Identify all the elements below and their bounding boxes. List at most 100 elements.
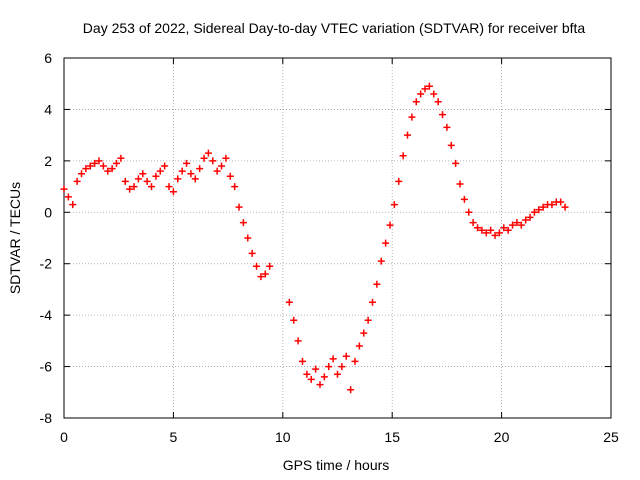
y-tick-label: -4 <box>40 307 53 323</box>
axis-ticks <box>63 57 612 419</box>
data-point <box>456 180 464 188</box>
data-points <box>60 82 569 394</box>
data-point <box>530 208 538 216</box>
data-point <box>412 98 420 106</box>
data-point <box>399 152 407 160</box>
data-point <box>355 342 363 350</box>
data-point <box>504 226 512 234</box>
data-point <box>522 216 530 224</box>
data-point <box>312 365 320 373</box>
data-point <box>382 239 390 247</box>
data-point <box>439 111 447 119</box>
x-axis-label: GPS time / hours <box>283 457 390 473</box>
data-point <box>500 224 508 232</box>
data-point <box>561 203 569 211</box>
data-point <box>143 177 151 185</box>
data-point <box>266 262 274 270</box>
x-tick-label: 0 <box>60 429 68 445</box>
data-point <box>82 165 90 173</box>
data-point <box>134 175 142 183</box>
data-point <box>334 370 341 378</box>
data-point <box>452 159 460 167</box>
data-point <box>316 381 324 389</box>
data-point <box>430 90 438 98</box>
y-tick-labels: -8 -6 -4 -2 0 2 4 6 <box>40 50 53 426</box>
data-point <box>253 262 261 270</box>
data-point <box>174 175 182 183</box>
x-tick-label: 20 <box>494 429 510 445</box>
data-point <box>130 183 138 191</box>
data-point <box>178 167 186 175</box>
data-point <box>99 162 107 170</box>
data-point <box>187 170 195 178</box>
data-point <box>104 167 112 175</box>
data-point <box>121 177 129 185</box>
data-point <box>408 113 416 121</box>
y-tick-label: 6 <box>44 50 52 66</box>
data-point <box>95 157 103 165</box>
data-point <box>320 373 328 381</box>
grid-lines <box>64 58 611 418</box>
data-point <box>417 90 425 98</box>
x-tick-label: 25 <box>603 429 619 445</box>
data-point <box>548 201 556 209</box>
data-point <box>487 226 495 234</box>
data-point <box>386 221 394 229</box>
data-point <box>369 298 377 306</box>
data-point <box>235 203 243 211</box>
data-point <box>239 219 247 227</box>
data-point <box>161 162 169 170</box>
data-point <box>60 185 68 193</box>
data-point <box>465 208 473 216</box>
data-point <box>425 82 433 90</box>
data-point <box>285 298 293 306</box>
data-point <box>443 123 451 131</box>
data-point <box>126 185 134 193</box>
data-point <box>303 370 311 378</box>
data-point <box>478 226 486 234</box>
data-point <box>509 221 517 229</box>
data-point <box>148 183 156 191</box>
x-tick-label: 10 <box>275 429 291 445</box>
data-point <box>169 188 177 196</box>
x-tick-label: 15 <box>384 429 400 445</box>
data-point <box>183 159 191 167</box>
data-point <box>222 154 230 162</box>
data-point <box>117 154 125 162</box>
data-point <box>165 183 173 191</box>
data-point <box>139 170 147 178</box>
data-point <box>347 386 355 394</box>
data-point <box>360 329 368 337</box>
data-point <box>86 162 94 170</box>
data-point <box>474 224 482 232</box>
data-point <box>290 316 298 324</box>
data-point <box>307 375 315 383</box>
plot-frame <box>63 57 612 419</box>
data-point <box>539 203 547 211</box>
data-point <box>495 229 503 237</box>
y-tick-label: -2 <box>40 256 53 272</box>
y-axis-label: SDTVAR / TECUs <box>7 182 23 294</box>
data-point <box>351 357 359 365</box>
data-point <box>373 280 381 288</box>
data-point <box>204 149 212 157</box>
data-point <box>447 141 455 149</box>
data-point <box>329 355 337 363</box>
x-tick-labels: 0 5 10 15 20 25 <box>60 429 619 445</box>
data-point <box>513 219 521 227</box>
data-point <box>248 249 256 257</box>
data-point <box>209 157 217 165</box>
data-point <box>469 219 477 227</box>
data-point <box>191 175 199 183</box>
data-point <box>377 257 385 265</box>
data-point <box>298 357 306 365</box>
x-tick-label: 5 <box>170 429 178 445</box>
data-point <box>557 198 565 206</box>
data-point <box>364 316 372 324</box>
data-point <box>390 201 398 209</box>
data-point <box>325 363 333 371</box>
data-point <box>196 165 204 173</box>
data-point <box>69 201 77 209</box>
data-point <box>395 177 403 185</box>
